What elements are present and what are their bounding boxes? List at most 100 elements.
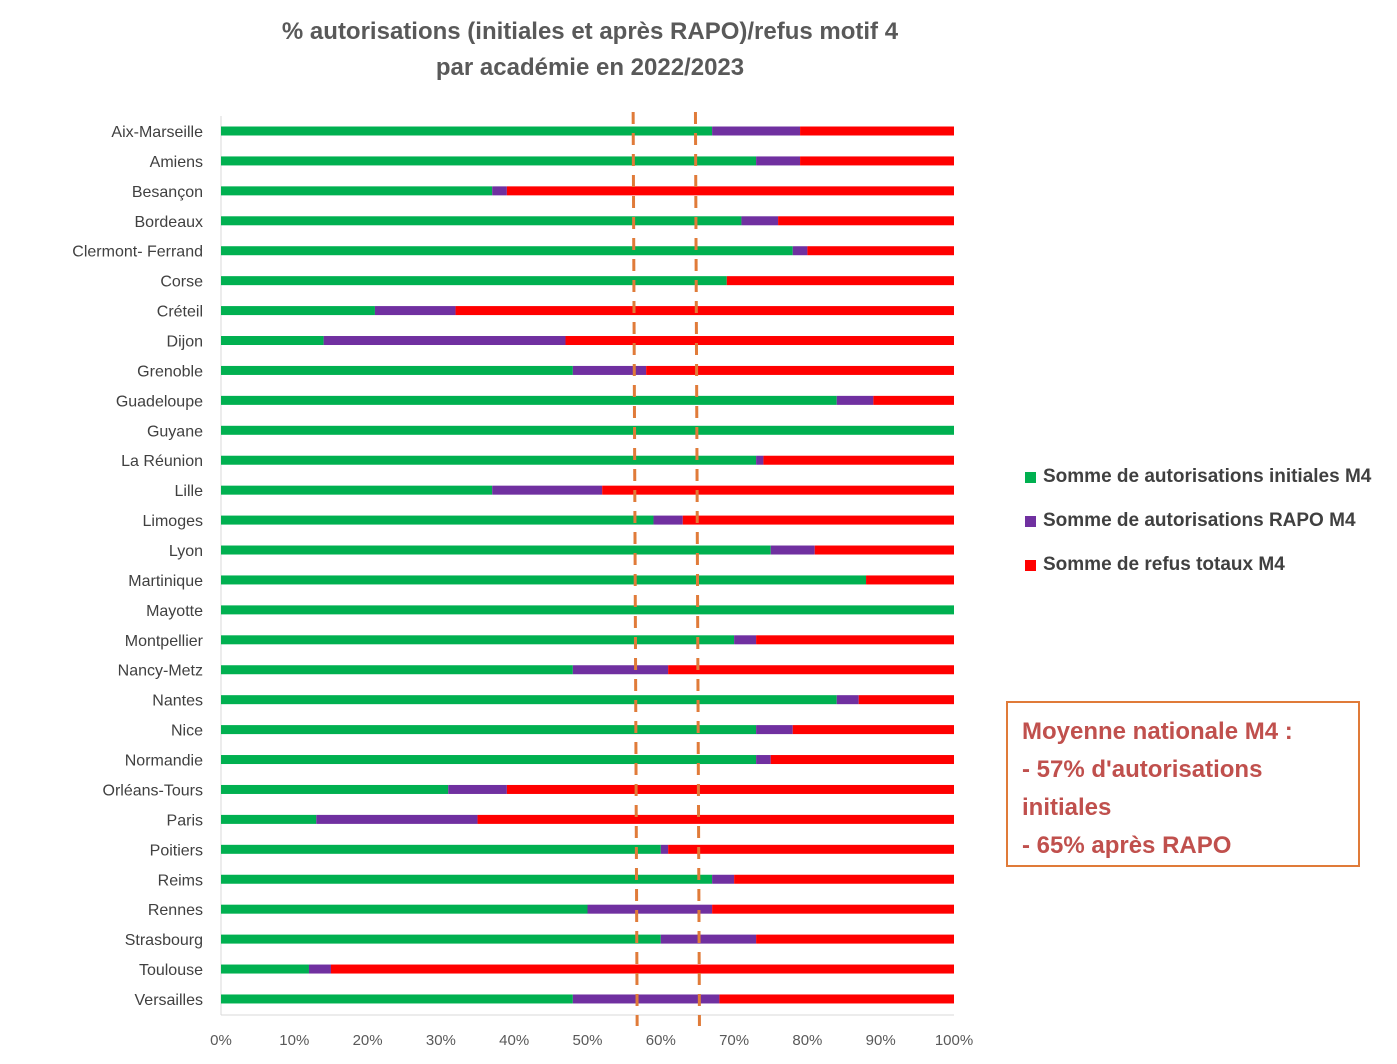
legend-label-refus: Somme de refus totaux M4 bbox=[1043, 554, 1285, 575]
bar-0-3 bbox=[221, 216, 742, 226]
bar-2-15 bbox=[866, 575, 954, 585]
bar-1-3 bbox=[741, 216, 779, 226]
bar-1-27 bbox=[660, 934, 757, 944]
bar-chart: Aix-Marseille Amiens Besançon Bordeaux Clerm… bbox=[72, 111, 973, 1049]
bar-2-20 bbox=[792, 725, 954, 735]
bar-1-17 bbox=[734, 635, 757, 645]
bar-1-28 bbox=[308, 964, 331, 974]
bar-0-16 bbox=[221, 605, 954, 615]
bar-0-0 bbox=[221, 126, 713, 136]
category-label: Martinique bbox=[128, 573, 203, 590]
bar-2-18 bbox=[668, 665, 954, 675]
bar-2-4 bbox=[807, 246, 954, 256]
bar-0-13 bbox=[221, 515, 654, 525]
bar-0-27 bbox=[221, 934, 661, 944]
bar-2-14 bbox=[814, 545, 954, 555]
category-label: Bordeaux bbox=[135, 214, 204, 231]
bar-2-8 bbox=[646, 365, 954, 375]
bar-2-7 bbox=[565, 336, 954, 346]
bar-2-5 bbox=[726, 276, 954, 286]
bar-2-22 bbox=[506, 784, 954, 794]
bar-0-2 bbox=[221, 186, 493, 196]
category-label: La Réunion bbox=[121, 453, 203, 470]
bar-1-22 bbox=[448, 784, 507, 794]
bar-2-2 bbox=[506, 186, 954, 196]
category-label: Normandie bbox=[125, 753, 203, 770]
legend-swatch-refus bbox=[1025, 560, 1036, 571]
category-label: Dijon bbox=[167, 334, 203, 351]
bar-2-17 bbox=[756, 635, 954, 645]
bar-1-4 bbox=[792, 246, 808, 256]
bar-1-9 bbox=[836, 395, 874, 405]
bar-2-19 bbox=[858, 695, 954, 705]
x-tick-label: 80% bbox=[792, 1032, 822, 1049]
bar-2-28 bbox=[330, 964, 954, 974]
category-label: Guadeloupe bbox=[116, 393, 203, 410]
bar-0-1 bbox=[221, 156, 757, 166]
legend-item-initiales: Somme de autorisations initiales M4 bbox=[1025, 462, 1385, 492]
bar-0-25 bbox=[221, 874, 713, 884]
bar-0-4 bbox=[221, 246, 793, 256]
category-label: Montpellier bbox=[125, 633, 204, 650]
bar-0-14 bbox=[221, 545, 771, 555]
bar-0-28 bbox=[221, 964, 309, 974]
x-tick-label: 40% bbox=[499, 1032, 529, 1049]
bar-0-29 bbox=[221, 994, 573, 1004]
bar-0-23 bbox=[221, 814, 317, 824]
category-label: Guyane bbox=[147, 423, 203, 440]
bar-0-12 bbox=[221, 485, 493, 495]
category-label: Strasbourg bbox=[125, 932, 203, 949]
bar-2-3 bbox=[778, 216, 954, 226]
bar-1-24 bbox=[660, 844, 669, 854]
x-tick-label: 20% bbox=[353, 1032, 383, 1049]
category-label: Lille bbox=[175, 483, 204, 500]
bar-1-14 bbox=[770, 545, 815, 555]
bar-0-8 bbox=[221, 365, 573, 375]
category-label: Rennes bbox=[148, 902, 203, 919]
bar-0-10 bbox=[221, 425, 954, 435]
national-average-annotation: Moyenne nationale M4 : - 57% d'autorisat… bbox=[1006, 701, 1360, 867]
category-label: Corse bbox=[160, 274, 203, 291]
legend-label-initiales: Somme de autorisations initiales M4 bbox=[1043, 466, 1372, 487]
bar-1-21 bbox=[756, 755, 771, 765]
bar-0-22 bbox=[221, 784, 449, 794]
bar-0-6 bbox=[221, 306, 375, 316]
bar-1-25 bbox=[712, 874, 735, 884]
category-label: Nantes bbox=[152, 693, 203, 710]
bar-1-8 bbox=[572, 365, 647, 375]
bar-2-29 bbox=[719, 994, 954, 1004]
category-label: Besançon bbox=[132, 184, 203, 201]
bar-2-9 bbox=[873, 395, 954, 405]
legend-swatch-rapo bbox=[1025, 516, 1036, 527]
bar-1-26 bbox=[587, 904, 713, 914]
legend-label-rapo: Somme de autorisations RAPO M4 bbox=[1043, 510, 1356, 531]
chart-title-line-1: % autorisations (initiales et après RAPO… bbox=[281, 18, 899, 45]
bar-2-11 bbox=[763, 455, 954, 465]
x-tick-label: 100% bbox=[935, 1032, 973, 1049]
x-tick-label: 10% bbox=[279, 1032, 309, 1049]
bar-1-23 bbox=[316, 814, 478, 824]
bar-2-24 bbox=[668, 844, 954, 854]
bar-1-6 bbox=[374, 306, 456, 316]
annotation-line-2: - 57% d'autorisations bbox=[1022, 756, 1263, 783]
bar-1-29 bbox=[572, 994, 720, 1004]
bar-2-21 bbox=[770, 755, 954, 765]
chart-title: % autorisations (initiales et après RAPO… bbox=[130, 14, 1050, 86]
category-label: Paris bbox=[167, 812, 203, 829]
x-tick-label: 60% bbox=[646, 1032, 676, 1049]
bar-0-9 bbox=[221, 395, 837, 405]
category-label: Nice bbox=[171, 723, 203, 740]
annotation-line-4: - 65% après RAPO bbox=[1022, 832, 1232, 859]
category-label: Reims bbox=[158, 872, 203, 889]
bar-1-0 bbox=[712, 126, 801, 136]
bar-1-11 bbox=[756, 455, 764, 465]
category-label: Limoges bbox=[143, 513, 203, 530]
bar-1-20 bbox=[756, 725, 793, 735]
bar-1-18 bbox=[572, 665, 669, 675]
category-label: Grenoble bbox=[137, 363, 203, 380]
annotation-line-3: initiales bbox=[1022, 794, 1112, 821]
bar-2-6 bbox=[455, 306, 954, 316]
legend-item-refus: Somme de refus totaux M4 bbox=[1025, 550, 1385, 580]
bar-0-17 bbox=[221, 635, 735, 645]
legend-swatch-initiales bbox=[1025, 472, 1036, 483]
